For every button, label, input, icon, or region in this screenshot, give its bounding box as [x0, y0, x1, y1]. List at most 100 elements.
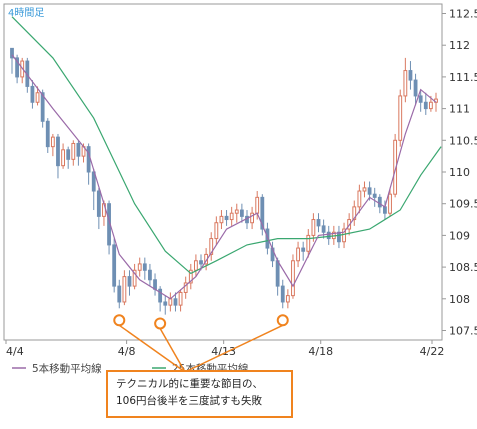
- candle-body: [321, 225, 326, 233]
- candle-body: [296, 247, 300, 262]
- candle-body: [193, 260, 198, 271]
- legend-label: 5本移動平均線: [32, 362, 102, 375]
- y-tick-label: 108: [449, 293, 470, 306]
- candle-body: [127, 276, 132, 287]
- ma25-line: [11, 16, 442, 275]
- low-marker: [154, 317, 167, 330]
- candle-body: [403, 70, 408, 97]
- candle-body: [199, 260, 203, 265]
- candle-body: [234, 209, 239, 214]
- callout-pointer: [159, 328, 186, 373]
- candle-body: [209, 238, 214, 255]
- candle-body: [178, 291, 183, 306]
- candle-body: [423, 101, 428, 110]
- candle-body: [311, 219, 316, 236]
- y-tick-label: 112: [449, 39, 470, 52]
- candle-body: [173, 298, 178, 306]
- timeframe-label: 4時間足: [8, 7, 44, 19]
- candle-body: [280, 285, 285, 303]
- candle-body: [377, 196, 382, 208]
- ma5-line: [11, 54, 437, 300]
- candle-body: [168, 298, 173, 306]
- candle-body: [142, 263, 147, 271]
- x-tick-label: 4/18: [308, 345, 333, 358]
- annotation-line-1: テクニカル的に重要な節目の、: [116, 378, 263, 390]
- y-tick-label: 110.5: [449, 134, 477, 147]
- candle-body: [96, 190, 101, 217]
- candle-body: [408, 70, 413, 81]
- candle-body: [224, 215, 229, 221]
- candle-body: [372, 193, 377, 198]
- candle-body: [148, 269, 152, 281]
- candle-body: [10, 47, 14, 59]
- candle-body: [383, 206, 387, 214]
- candle-body: [291, 260, 295, 297]
- x-tick-label: 4/22: [420, 345, 445, 358]
- candle-body: [301, 247, 306, 252]
- y-tick-label: 109: [449, 229, 470, 242]
- y-tick-label: 111: [449, 103, 470, 116]
- candle-body: [86, 146, 91, 173]
- candle-body: [275, 260, 280, 287]
- candle-body: [117, 285, 122, 303]
- candle-body: [337, 231, 341, 243]
- y-tick-label: 112.5: [449, 8, 477, 21]
- candle-body: [260, 196, 265, 230]
- candle-body: [45, 120, 50, 148]
- y-tick-label: 109.5: [449, 198, 477, 211]
- candle-body: [56, 136, 60, 167]
- candle-body: [428, 101, 433, 110]
- candle-body: [229, 212, 234, 221]
- plot-area: [3, 3, 443, 341]
- candle-body: [163, 301, 168, 306]
- x-tick-label: 4/8: [118, 345, 136, 358]
- candle-body: [30, 85, 35, 103]
- y-tick-label: 110: [449, 166, 470, 179]
- candle-body: [352, 206, 357, 221]
- candle-body: [183, 282, 188, 293]
- callout-pointer: [118, 324, 186, 373]
- y-tick-label: 107.5: [449, 324, 477, 337]
- candle-body: [219, 215, 224, 224]
- candle-body: [50, 136, 55, 148]
- candle-body: [214, 222, 219, 240]
- candle-body: [188, 269, 193, 284]
- candle-body: [153, 279, 157, 290]
- candle-body: [250, 212, 255, 224]
- candle-body: [326, 231, 331, 240]
- candle-body: [66, 149, 71, 160]
- candle-body: [35, 92, 40, 103]
- candle-body: [158, 288, 163, 303]
- annotation-callout: テクニカル的に重要な節目の、 106円台後半を三度試すも失敗: [106, 370, 293, 418]
- y-tick-label: 108.5: [449, 261, 477, 274]
- candle-body: [362, 187, 367, 192]
- candle-body: [122, 276, 127, 303]
- candle-body: [342, 228, 346, 243]
- x-tick-label: 4/13: [211, 345, 236, 358]
- candle-body: [255, 196, 260, 214]
- candle-body: [413, 79, 418, 97]
- candle-body: [418, 95, 423, 103]
- y-tick-label: 111.5: [449, 71, 477, 84]
- candle-body: [239, 209, 244, 217]
- candle-body: [137, 263, 142, 271]
- candle-body: [357, 190, 362, 208]
- candle-body: [61, 149, 65, 167]
- candle-body: [40, 92, 45, 122]
- candle-body: [316, 219, 321, 227]
- candle-body: [76, 142, 81, 157]
- x-tick-label: 4/4: [6, 345, 24, 358]
- candle-body: [71, 142, 76, 160]
- candle-body: [388, 193, 392, 214]
- callout-pointer: [184, 324, 284, 373]
- annotation-line-2: 106円台後半を三度試すも失敗: [116, 395, 263, 407]
- candle-body: [112, 244, 117, 287]
- low-marker: [113, 314, 126, 327]
- low-marker: [276, 314, 289, 327]
- candle-body: [132, 269, 137, 287]
- candle-body: [398, 95, 403, 141]
- candle-body: [15, 57, 20, 78]
- candle-body: [285, 295, 290, 303]
